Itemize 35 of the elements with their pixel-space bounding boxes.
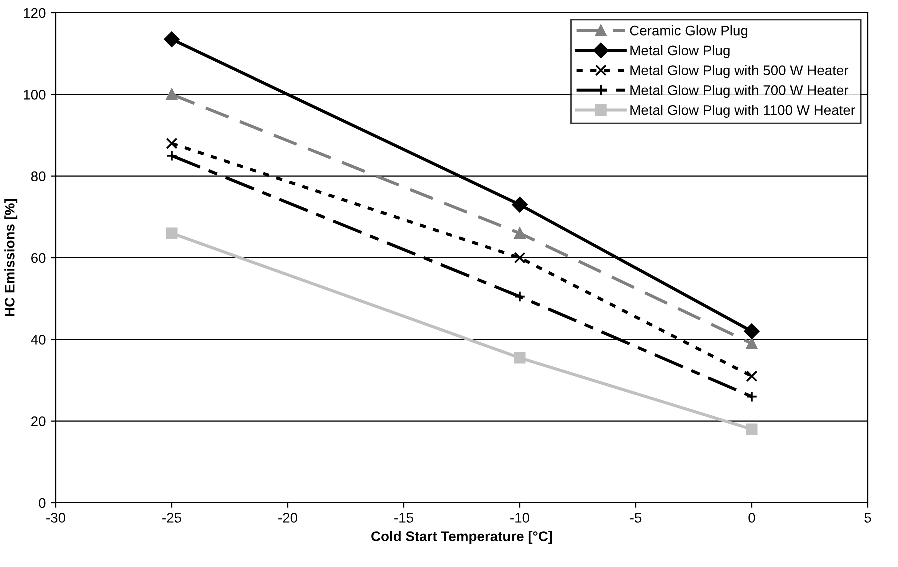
- point: [514, 228, 526, 240]
- x-tick-label: -15: [394, 513, 414, 523]
- legend-label: Metal Glow Plug with 1100 W Heater: [630, 105, 856, 118]
- point: [746, 370, 758, 382]
- y-tick-label: 120: [24, 8, 46, 18]
- point: [166, 228, 178, 240]
- point: [744, 324, 760, 340]
- x-tick-label: -25: [162, 513, 182, 523]
- y-axis-title: HC Emissions [%]: [4, 199, 18, 316]
- x-axis-title: Cold Start Temperature [°C]: [372, 531, 552, 544]
- y-tick-label: 40: [31, 335, 46, 345]
- point: [514, 252, 526, 264]
- y-tick-label: 60: [32, 253, 46, 264]
- x-tick-label: -20: [278, 513, 298, 523]
- x-tick-label: -10: [510, 513, 530, 523]
- point: [746, 424, 758, 436]
- point: [512, 197, 528, 213]
- x-tick-label: 0: [748, 513, 756, 523]
- point: [514, 352, 526, 364]
- x-tick-label: -30: [46, 513, 66, 523]
- point: [746, 338, 758, 350]
- x-tick-label: 5: [864, 513, 872, 523]
- legend-label: Metal Glow Plug with 700 W Heater: [630, 85, 849, 98]
- point: [166, 138, 178, 150]
- y-tick-label: 80: [31, 172, 46, 182]
- point: [164, 32, 180, 48]
- y-tick-label: 0: [39, 498, 46, 508]
- y-tick-label: 20: [32, 416, 46, 427]
- legend-label: Ceramic Glow Plug: [630, 26, 748, 38]
- x-tick-label: -5: [630, 513, 642, 523]
- y-tick-label: 100: [24, 90, 46, 100]
- point: [166, 88, 178, 100]
- point: [746, 391, 758, 403]
- legend-label: Metal Glow Plug: [630, 45, 730, 58]
- legend-label: Metal Glow Plug with 500 W Heater: [630, 65, 849, 78]
